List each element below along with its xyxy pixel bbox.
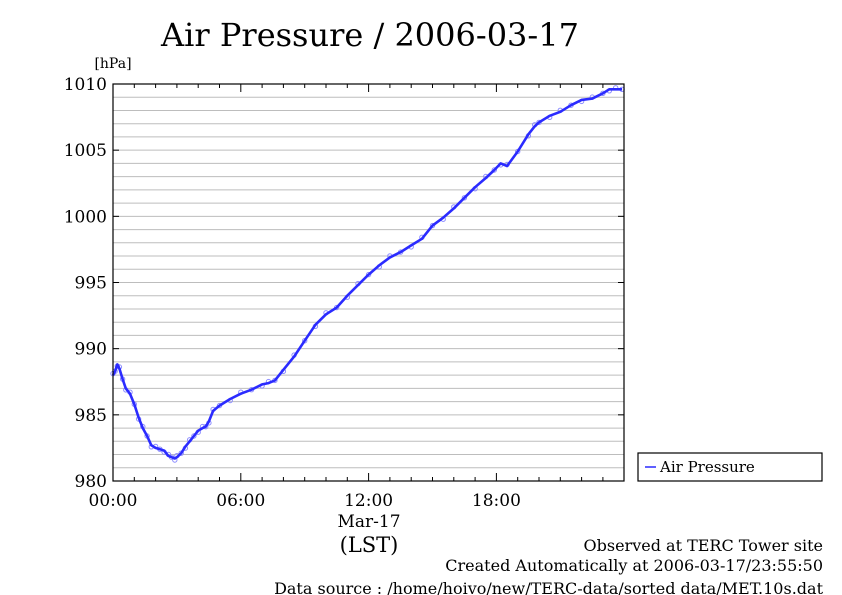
footer-created: Created Automatically at 2006-03-17/23:5… [445,556,823,575]
data-point [461,195,468,201]
y-tick-label: 1005 [64,141,107,161]
y-tick-label: 980 [75,472,107,492]
legend-box [637,452,823,482]
x-axis-ticks: 00:00 06:00 12:00 18:00 [89,84,604,511]
footer-source: Data source : /home/hoivo/new/TERC-data/… [274,579,824,595]
data-point [491,167,497,173]
data-point [429,222,436,229]
data-point [191,433,197,439]
y-tick-label: 1000 [64,207,107,227]
y-tick-label: 1010 [64,75,107,95]
y-tick-label: 985 [75,406,107,426]
grid-lines [113,96,624,469]
legend-label: Air Pressure [659,458,755,476]
y-axis-unit: [hPa] [94,56,131,72]
data-point [365,271,372,278]
y-tick-label: 995 [75,274,107,294]
x-tick-label: 00:00 [89,491,138,511]
y-axis-ticks: 980 985 990 995 1000 1005 1010 [64,75,624,492]
pressure-line [111,88,623,460]
x-tick-label: 12:00 [344,491,393,511]
footer-observed: Observed at TERC Tower site [584,536,824,555]
x-tick-label: 06:00 [216,491,265,511]
x-date-label: Mar-17 [337,512,400,532]
y-tick-label: 990 [75,340,107,360]
chart-title: Air Pressure / 2006-03-17 [160,16,579,54]
x-tick-label: 18:00 [472,491,521,511]
legend: Air Pressure [637,452,823,482]
x-axis-label: (LST) [340,533,399,557]
